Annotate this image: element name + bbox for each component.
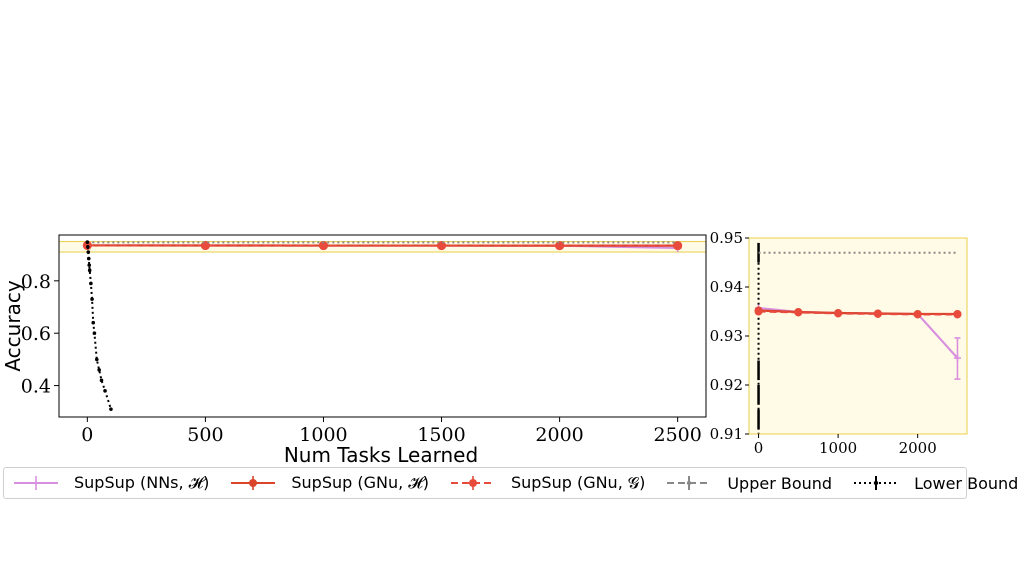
legend-swatch [667,476,712,490]
legend-label: SupSup (GNu, 𝓖) [510,473,646,492]
data-point [99,378,104,383]
legend-swatch [450,476,495,490]
legend-item: SupSup (GNu, 𝓗) [229,473,429,493]
x-tick-label: 0 [754,439,764,457]
x-tick-label: 2000 [899,439,937,457]
legend-label: SupSup (GNu, 𝓗) [291,473,429,492]
data-point [94,357,99,362]
legend-marker [468,479,477,487]
data-point [103,389,107,393]
x-tick-label: 1500 [417,424,465,446]
data-point [97,368,101,372]
data-point [92,331,97,336]
y-tick-label: 0.93 [710,327,743,345]
legend: SupSup (NNs, 𝓗) SupSup (GNu, 𝓗) SupSup (… [3,467,1018,499]
legend-marker [687,480,692,486]
x-tick-label: 1000 [299,424,347,446]
legend-swatch [854,476,899,490]
data-point [873,309,882,318]
data-point [91,320,96,325]
data-point [85,240,90,244]
x-tick-label: 500 [187,424,223,446]
data-point [437,241,447,251]
data-point [555,241,565,251]
data-point [87,268,92,273]
x-tick-label: 2000 [535,424,583,446]
data-point [953,310,962,319]
main-chart-panel: 0 500 1000 1500 2000 2500 0.4 0.6 0.8 Num Tasks… [1,234,707,467]
legend-item: Upper Bound [665,473,832,493]
legend-label: Upper Bound [727,473,833,493]
legend-marker [873,480,879,486]
y-tick-label: 0.91 [710,425,743,443]
main-plot-frame [58,234,707,418]
zoom-chart-panel: 0 1000 2000 0.91 0.92 0.93 0.94 0.95 [710,229,968,457]
data-point [913,310,922,319]
data-point [200,241,210,251]
legend-item: SupSup (NNs, 𝓗) [12,473,209,493]
x-tick-label: 1000 [819,439,857,457]
legend-marker [249,479,258,487]
data-point [86,256,91,261]
data-point [834,309,843,318]
zoom-series-group [754,242,962,434]
y-tick-label: 0.8 [21,271,51,293]
legend-label: Lower Bound [914,473,1019,493]
data-point [89,281,93,286]
data-point [86,250,91,254]
y-tick-label: 0.6 [21,323,51,345]
y-tick-label: 0.92 [710,376,743,394]
data-point [754,307,763,316]
zoom-x-ticks: 0 1000 2000 [754,434,937,457]
zoom-y-ticks: 0.91 0.92 0.93 0.94 0.95 [710,229,749,443]
main-series-group [82,240,683,411]
series-4 [85,240,113,411]
y-tick-label: 0.94 [710,278,743,296]
zoom-background [749,238,967,434]
x-tick-label: 0 [81,424,93,446]
data-point [86,244,90,249]
data-point [87,263,92,267]
y-tick-label: 0.95 [710,229,743,247]
main-y-ticks: 0.4 0.6 0.8 [21,271,59,398]
series-line [86,241,112,410]
main-x-ticks: 0 500 1000 1500 2000 2500 [81,417,702,446]
data-point [109,407,113,411]
series-2 [82,240,683,251]
legend-item: SupSup (GNu, 𝓖) [449,473,645,493]
y-axis-label: Accuracy [1,280,25,371]
series-line [758,310,958,316]
legend-label: SupSup (NNs, 𝓗) [74,473,210,492]
data-point [794,308,803,317]
data-point [90,297,94,301]
series-2 [754,307,962,319]
x-axis-label: Num Tasks Learned [284,443,478,467]
y-tick-label: 0.4 [21,376,51,398]
legend-item: Lower Bound [852,473,1018,493]
legend-swatch [14,476,58,490]
legend-swatch [231,476,276,490]
x-tick-label: 2500 [653,424,701,446]
